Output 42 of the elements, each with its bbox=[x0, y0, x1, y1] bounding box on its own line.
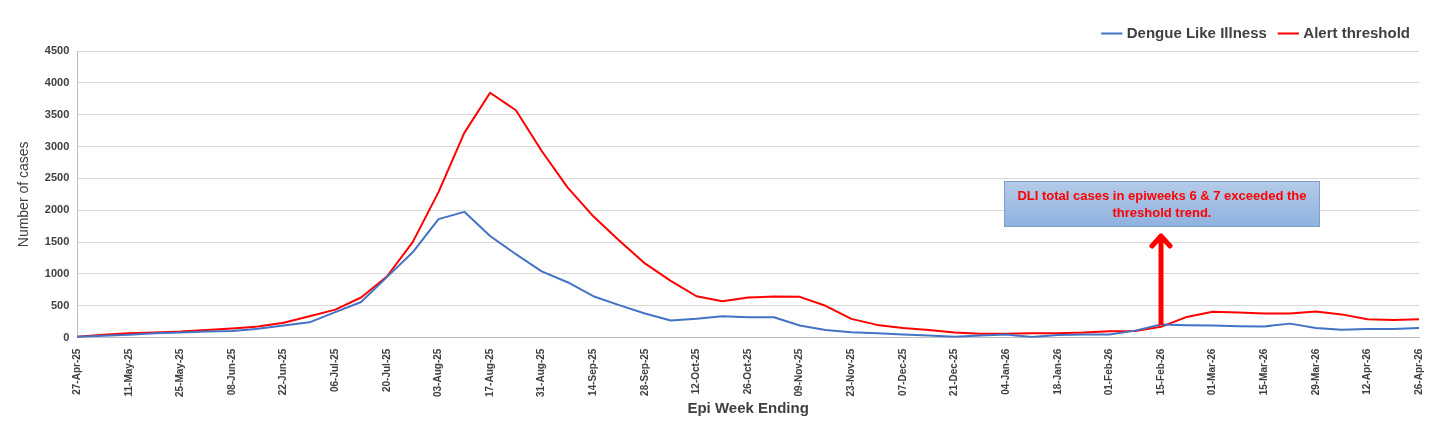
x-tick-label: 03-Aug-25 bbox=[432, 348, 444, 397]
x-tick-label: 31-Aug-25 bbox=[535, 348, 547, 397]
x-tick-label: 14-Sep-25 bbox=[587, 348, 599, 396]
y-axis-title: Number of cases bbox=[15, 141, 32, 248]
legend-label: Dengue Like Illness bbox=[1126, 23, 1267, 41]
x-tick-label: 08-Jun-25 bbox=[225, 348, 237, 396]
x-tick-label: 04-Jan-26 bbox=[999, 348, 1011, 395]
x-tick-label: 09-Nov-25 bbox=[793, 348, 805, 397]
annotation: DLI total cases in epiweeks 6 & 7 exceeded the threshold trend. bbox=[1003, 180, 1320, 227]
y-tick-label: 500 bbox=[50, 298, 70, 311]
legend-label: Alert threshold bbox=[1303, 23, 1411, 41]
x-tick-label: 23-Nov-25 bbox=[845, 348, 857, 397]
x-tick-label: 12-Apr-26 bbox=[1361, 348, 1373, 395]
x-tick-label: 18-Jan-26 bbox=[1051, 348, 1063, 395]
x-tick-label: 20-Jul-25 bbox=[380, 348, 392, 392]
x-tick-label: 21-Dec-25 bbox=[948, 348, 960, 396]
x-tick-label: 07-Dec-25 bbox=[896, 348, 908, 396]
x-axis-title: Epi Week Ending bbox=[687, 399, 809, 417]
x-tick-label: 27-Apr-25 bbox=[71, 348, 83, 395]
y-tick-label: 4500 bbox=[44, 44, 70, 57]
y-tick-label: 3500 bbox=[44, 107, 70, 120]
x-tick-label: 15-Feb-26 bbox=[1154, 348, 1166, 396]
x-tick-label: 29-Mar-26 bbox=[1309, 348, 1321, 396]
x-tick-label: 01-Feb-26 bbox=[1103, 348, 1115, 396]
x-tick-label: 26-Oct-25 bbox=[741, 348, 753, 395]
x-tick-label: 26-Apr-26 bbox=[1412, 348, 1424, 395]
x-tick-label: 11-May-25 bbox=[122, 348, 134, 397]
y-tick-label: 0 bbox=[63, 330, 70, 343]
y-tick-label: 3000 bbox=[44, 139, 70, 152]
y-tick-label: 2000 bbox=[44, 203, 70, 216]
y-tick-label: 1500 bbox=[44, 235, 70, 248]
x-tick-label: 28-Sep-25 bbox=[638, 348, 650, 396]
x-tick-label: 01-Mar-26 bbox=[1206, 348, 1218, 396]
x-tick-label: 15-Mar-26 bbox=[1257, 348, 1269, 396]
x-tick-label: 17-Aug-25 bbox=[483, 348, 495, 397]
y-tick-label: 1000 bbox=[44, 266, 70, 279]
x-tick-label: 22-Jun-25 bbox=[277, 348, 289, 396]
y-tick-label: 4000 bbox=[44, 75, 70, 88]
x-tick-label: 25-May-25 bbox=[174, 348, 186, 397]
x-tick-label: 12-Oct-25 bbox=[690, 348, 702, 395]
x-tick-label: 06-Jul-25 bbox=[329, 348, 341, 392]
y-tick-label: 2500 bbox=[44, 171, 70, 184]
